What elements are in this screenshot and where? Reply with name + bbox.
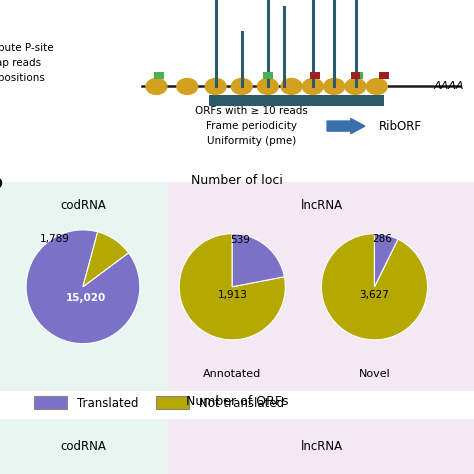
Text: 1,789: 1,789 bbox=[39, 234, 70, 244]
Bar bbox=[263, 72, 273, 79]
Text: Compute P-site
Map reads
to positions: Compute P-site Map reads to positions bbox=[0, 43, 54, 83]
Wedge shape bbox=[232, 234, 284, 287]
Circle shape bbox=[324, 79, 345, 94]
FancyArrow shape bbox=[327, 118, 365, 134]
Wedge shape bbox=[26, 230, 140, 344]
Bar bbox=[154, 72, 164, 79]
Text: AAAA: AAAA bbox=[434, 82, 465, 91]
Text: RibORF: RibORF bbox=[379, 119, 422, 133]
Text: Novel: Novel bbox=[359, 369, 390, 379]
Circle shape bbox=[146, 79, 167, 94]
Circle shape bbox=[205, 79, 226, 94]
Text: lncRNA: lncRNA bbox=[301, 199, 343, 212]
Text: lncRNA: lncRNA bbox=[301, 440, 343, 453]
Circle shape bbox=[257, 79, 278, 94]
Legend: Translated, Not translated: Translated, Not translated bbox=[29, 392, 288, 414]
Circle shape bbox=[231, 79, 252, 94]
Text: Annotated: Annotated bbox=[203, 369, 261, 379]
Text: Number of loci: Number of loci bbox=[191, 174, 283, 187]
Wedge shape bbox=[374, 234, 398, 287]
Bar bbox=[379, 72, 389, 79]
Text: 539: 539 bbox=[230, 236, 250, 246]
Bar bbox=[310, 72, 320, 79]
Text: 1,913: 1,913 bbox=[217, 290, 247, 300]
Bar bbox=[353, 72, 363, 79]
Circle shape bbox=[281, 79, 302, 94]
Circle shape bbox=[366, 79, 387, 94]
Bar bbox=[351, 72, 360, 79]
Text: ORFs with ≥ 10 reads
Frame periodicity
Uniformity (pme): ORFs with ≥ 10 reads Frame periodicity U… bbox=[195, 106, 308, 146]
Text: codRNA: codRNA bbox=[60, 199, 106, 212]
Circle shape bbox=[345, 79, 366, 94]
Wedge shape bbox=[321, 234, 428, 340]
Circle shape bbox=[177, 79, 198, 94]
Text: b: b bbox=[0, 174, 2, 192]
Text: 286: 286 bbox=[373, 234, 392, 244]
Circle shape bbox=[302, 79, 323, 94]
Text: 3,627: 3,627 bbox=[359, 290, 390, 300]
Text: Number of ORFs: Number of ORFs bbox=[186, 395, 288, 408]
Wedge shape bbox=[83, 232, 128, 287]
Text: codRNA: codRNA bbox=[60, 440, 106, 453]
Bar bbox=[209, 95, 384, 106]
Wedge shape bbox=[179, 234, 285, 340]
Text: 15,020: 15,020 bbox=[66, 293, 106, 303]
